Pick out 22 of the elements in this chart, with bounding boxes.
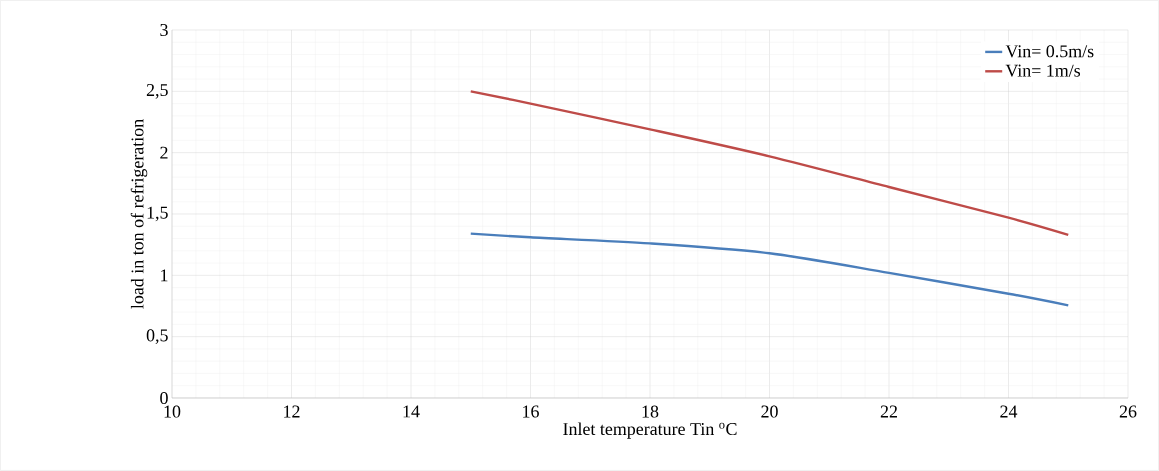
x-tick-label: 12 <box>284 405 300 418</box>
y-axis-title: load in ton of refrigeration <box>130 119 148 309</box>
y-tick-label: 2,5 <box>146 84 168 99</box>
line-series <box>469 232 1070 307</box>
x-tick-label: 14 <box>403 405 420 418</box>
x-tick-label: 22 <box>880 405 897 418</box>
y-tick-label: 1 <box>161 269 168 282</box>
x-tick-label: 20 <box>761 405 778 418</box>
x-tick-label: 26 <box>1119 405 1137 418</box>
y-tick-label: 1,5 <box>147 206 168 222</box>
x-tick-label: 24 <box>1000 405 1018 418</box>
line-series <box>469 90 1070 237</box>
x-axis-title: Inlet temperature Tin $^{o}$C <box>563 422 737 439</box>
y-tick-label: 0,5 <box>146 329 168 344</box>
legend-label: Vin= 1m/s <box>1005 64 1081 77</box>
legend-label: Vin= 0.5m/s <box>1005 45 1094 58</box>
y-tick-label: 2 <box>160 146 168 159</box>
x-tick-label: 18 <box>642 405 659 418</box>
y-tick-label: 3 <box>160 23 168 37</box>
y-tick-label: 0 <box>160 391 168 405</box>
x-tick-label: 10 <box>164 405 181 418</box>
x-tick-label: 16 <box>523 405 539 418</box>
